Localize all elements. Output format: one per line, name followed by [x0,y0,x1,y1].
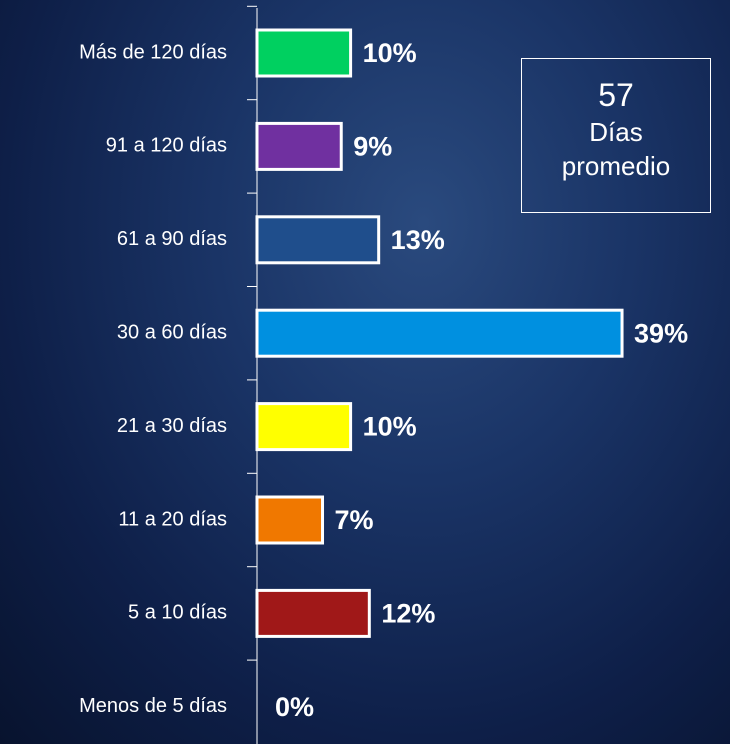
value-label: 9% [353,132,392,162]
bar [255,402,353,452]
bar [255,588,371,638]
bar [255,28,353,78]
y-tick-label: 30 a 60 días [117,321,227,343]
bar [255,308,624,358]
annotation-value: 57 [598,77,634,113]
value-label: 10% [363,412,417,442]
value-label: 0% [275,692,314,722]
value-label: 10% [363,38,417,68]
y-tick-label: Menos de 5 días [79,695,227,717]
bar [255,121,343,171]
value-label: 7% [335,505,374,535]
y-tick-label: 91 a 120 días [106,135,227,157]
value-label: 39% [634,318,688,348]
value-label: 13% [391,225,445,255]
annotation-box: 57 Días promedio [521,58,711,213]
bar [255,215,381,265]
y-tick-label: 21 a 30 días [117,415,227,437]
y-tick-label: Más de 120 días [79,41,227,63]
y-tick-label: 61 a 90 días [117,228,227,250]
annotation-text: Días promedio [561,117,671,181]
value-label: 12% [381,599,435,629]
y-tick-label: 11 a 20 días [118,508,227,530]
y-tick-label: 5 a 10 días [128,602,227,624]
bar [255,495,325,545]
